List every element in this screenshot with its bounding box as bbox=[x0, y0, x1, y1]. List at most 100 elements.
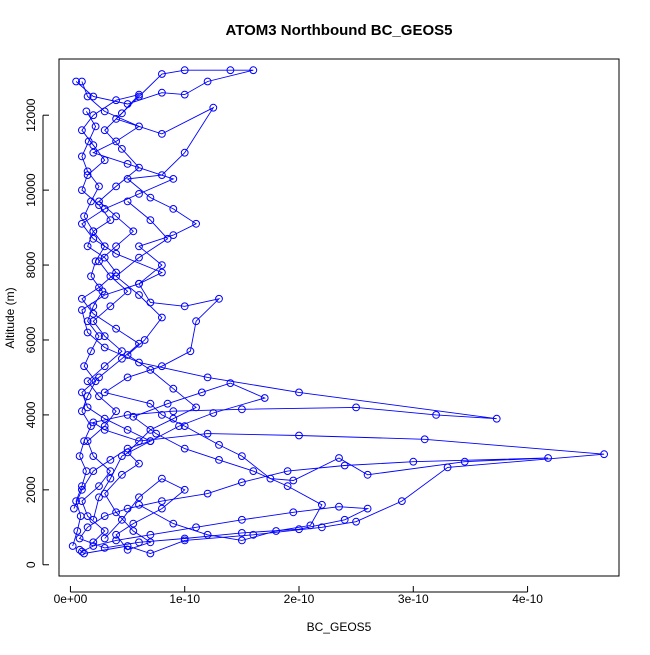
data-point bbox=[135, 500, 143, 509]
data-point bbox=[192, 219, 201, 228]
data-point bbox=[215, 456, 223, 464]
data-point bbox=[100, 512, 109, 520]
data-point bbox=[146, 549, 155, 558]
data-point bbox=[146, 530, 155, 539]
data-point bbox=[289, 476, 298, 485]
data-point bbox=[600, 450, 608, 459]
data-point bbox=[266, 474, 275, 483]
data-point bbox=[129, 412, 138, 421]
data-point bbox=[100, 422, 109, 431]
data-point bbox=[89, 227, 98, 236]
x-tick-label: 2e-10 bbox=[284, 592, 315, 606]
y-tick-label: 2000 bbox=[24, 476, 38, 503]
data-point bbox=[112, 249, 120, 258]
data-point bbox=[158, 70, 166, 78]
data-point bbox=[146, 216, 155, 225]
data-point bbox=[112, 212, 120, 221]
data-point bbox=[158, 261, 166, 270]
data-point bbox=[283, 482, 292, 491]
data-point bbox=[83, 523, 92, 532]
data-point bbox=[83, 403, 92, 412]
data-point bbox=[180, 302, 189, 311]
data-point bbox=[68, 542, 77, 550]
data-point bbox=[135, 163, 143, 172]
data-point bbox=[95, 332, 103, 341]
data-point bbox=[78, 482, 86, 491]
data-point bbox=[163, 234, 172, 243]
x-axis-label: BC_GEOS5 bbox=[307, 620, 372, 634]
data-point bbox=[158, 130, 166, 138]
data-point bbox=[169, 205, 178, 213]
data-point bbox=[118, 145, 126, 153]
data-point bbox=[129, 519, 138, 528]
data-point bbox=[123, 373, 132, 382]
data-point bbox=[135, 242, 143, 251]
data-point bbox=[78, 294, 86, 303]
data-point bbox=[112, 182, 120, 191]
data-point bbox=[135, 190, 143, 198]
data-point bbox=[100, 527, 109, 535]
data-point bbox=[123, 197, 132, 206]
data-point bbox=[260, 394, 269, 402]
data-point bbox=[123, 287, 132, 296]
data-point bbox=[249, 530, 258, 539]
y-tick-label: 8000 bbox=[24, 251, 38, 278]
data-point bbox=[198, 388, 206, 397]
data-point bbox=[95, 201, 103, 210]
data-point bbox=[118, 470, 126, 479]
data-point bbox=[363, 470, 372, 479]
data-point bbox=[106, 474, 115, 483]
axes: 0e+00 1e-10 2e-10 3e-10 4e-10 0 2000 4000 6000 80… bbox=[24, 98, 543, 606]
series-line bbox=[92, 382, 323, 541]
data-point bbox=[340, 515, 349, 524]
data-point bbox=[226, 66, 235, 75]
data-point bbox=[135, 459, 143, 468]
series-1 bbox=[75, 77, 608, 558]
data-point bbox=[169, 519, 178, 528]
y-axis: 0 2000 4000 6000 8000 10000 12000 bbox=[24, 98, 49, 568]
data-point bbox=[100, 332, 109, 341]
data-point bbox=[123, 175, 132, 183]
data-point bbox=[140, 336, 149, 344]
data-point bbox=[335, 502, 343, 511]
data-point bbox=[420, 435, 429, 444]
data-point bbox=[123, 351, 132, 359]
data-point bbox=[78, 497, 86, 506]
chart-title: ATOM3 Northbound BC_GEOS5 bbox=[226, 22, 453, 39]
data-point bbox=[91, 377, 100, 386]
data-point bbox=[118, 109, 126, 118]
data-point bbox=[95, 197, 103, 206]
data-point bbox=[95, 392, 103, 401]
data-point bbox=[135, 493, 143, 502]
data-point bbox=[158, 88, 166, 97]
data-point bbox=[203, 530, 212, 539]
data-point bbox=[75, 534, 84, 543]
data-point bbox=[100, 362, 109, 371]
series-line bbox=[79, 81, 605, 554]
data-point bbox=[238, 529, 246, 537]
data-point bbox=[215, 294, 223, 303]
y-axis-label: Altitude (m) bbox=[3, 287, 17, 348]
data-point bbox=[84, 137, 93, 146]
y-tick-label: 12000 bbox=[24, 98, 38, 132]
y-tick-label: 0 bbox=[24, 561, 38, 568]
plot-area bbox=[68, 66, 608, 558]
data-point bbox=[158, 362, 166, 371]
data-point bbox=[106, 456, 115, 464]
y-tick-label: 10000 bbox=[24, 173, 38, 207]
data-point bbox=[352, 403, 361, 412]
data-point bbox=[100, 414, 109, 423]
data-point bbox=[112, 508, 120, 517]
data-point bbox=[129, 527, 138, 535]
data-point bbox=[152, 429, 161, 438]
x-tick-label: 1e-10 bbox=[169, 592, 200, 606]
data-point bbox=[95, 493, 103, 502]
data-point bbox=[83, 242, 92, 251]
data-point bbox=[112, 530, 120, 539]
data-point bbox=[95, 182, 103, 191]
data-point bbox=[203, 489, 212, 498]
data-point bbox=[80, 362, 88, 371]
data-point bbox=[89, 148, 98, 157]
series-3 bbox=[70, 90, 155, 547]
